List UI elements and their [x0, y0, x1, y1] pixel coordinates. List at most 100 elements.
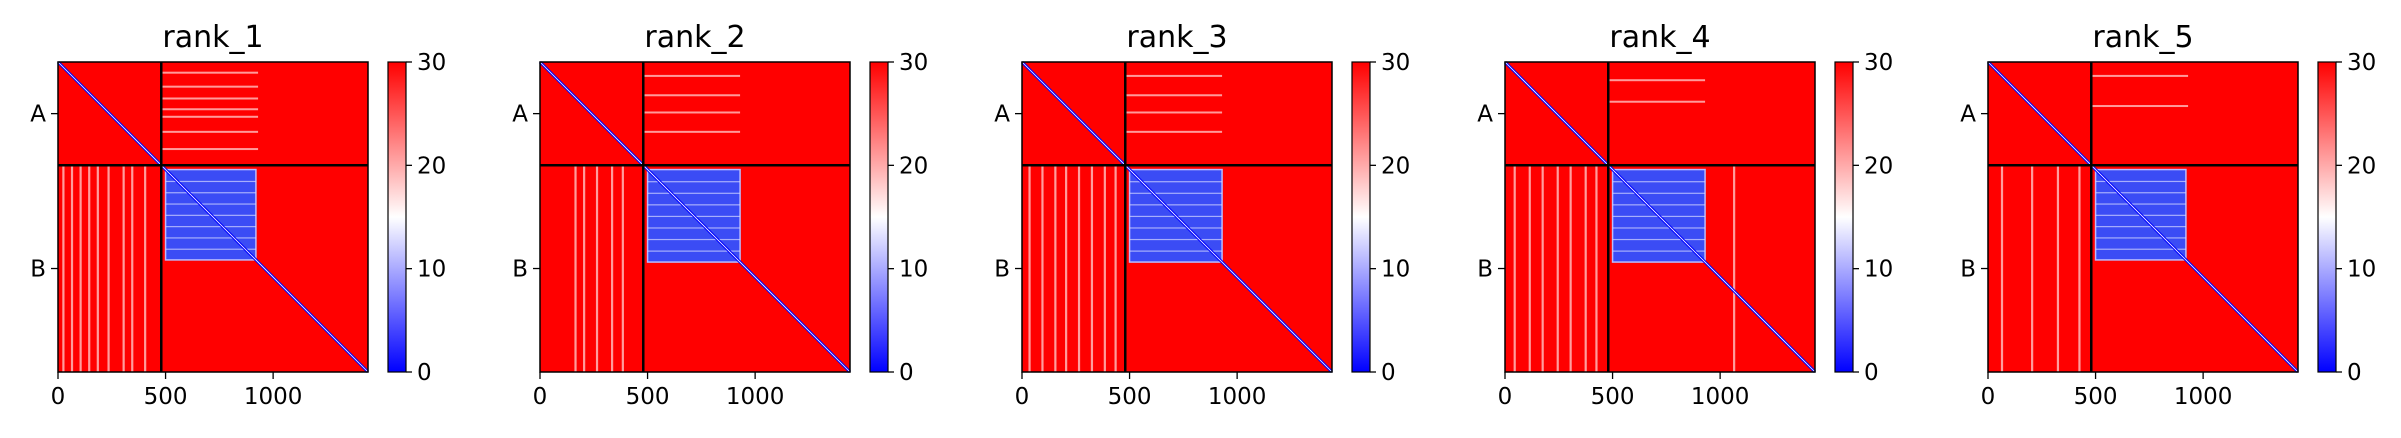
x-tick-label: 1000	[1691, 384, 1750, 410]
heatmap-stripe	[1584, 165, 1587, 372]
heatmap-diagonal-core	[57, 61, 369, 373]
heatmap-block-stripe	[1612, 250, 1706, 252]
heatmap-row-stripe	[161, 115, 259, 118]
heatmap-stripe	[1528, 165, 1531, 372]
colorbar-tick-label: 30	[1864, 50, 1893, 76]
colorbar-tick-label: 20	[417, 153, 446, 179]
colorbar-tick-label: 20	[899, 153, 928, 179]
panel-2: rank_2 0 500 1000 A B 0 10 20 30	[512, 20, 928, 410]
heatmap-row-stripe	[161, 97, 259, 100]
heatmap-row-stripe	[161, 108, 259, 111]
heatmap-stripe	[1077, 165, 1081, 372]
panel-title: rank_5	[2092, 20, 2193, 55]
heatmap-stripe	[1569, 165, 1572, 372]
heatmap-block-stripe	[2095, 180, 2186, 183]
heatmap-row-stripe	[161, 85, 259, 88]
x-tick-label: 0	[1981, 384, 1996, 410]
heatmap-row-stripe	[1608, 79, 1706, 82]
heatmap-block-stripe	[2095, 226, 2186, 228]
heatmap-stripe	[131, 165, 134, 372]
heatmap-row-stripe	[161, 148, 259, 151]
heatmap-row-stripe	[1125, 130, 1223, 133]
heatmap-stripe	[595, 165, 599, 372]
y-tick-label: A	[1960, 102, 1976, 128]
x-tick-label: 0	[51, 384, 66, 410]
x-tick-label: 500	[1108, 384, 1152, 410]
heatmap-stripe	[1541, 165, 1544, 372]
y-tick-label: B	[1960, 257, 1976, 283]
heatmap-block-stripe	[647, 238, 741, 241]
x-tick-label: 500	[2074, 384, 2118, 410]
y-tick-label: B	[994, 257, 1010, 283]
heatmap-block-stripe	[1129, 250, 1223, 252]
colorbar-tick-label: 10	[1381, 257, 1410, 283]
heatmap-block-stripe	[647, 227, 741, 229]
heatmap-block-stripe	[1612, 192, 1706, 194]
heatmap-block-stripe	[2095, 237, 2186, 239]
heatmap-stripe	[79, 165, 82, 372]
heatmap-diagonal-core	[539, 61, 851, 373]
heatmap-stripe	[1595, 165, 1598, 372]
heatmap-block-stripe	[2095, 192, 2186, 194]
heatmap-stripe	[2078, 165, 2081, 372]
heatmap-stripe	[1065, 165, 1068, 372]
heatmap-block-stripe	[647, 181, 741, 183]
heatmap-block-stripe	[1612, 181, 1706, 183]
panel-5: rank_5 0 500 1000 A B 0 10 20 30	[1960, 20, 2376, 410]
colorbar-tick-label: 0	[1864, 360, 1879, 386]
colorbar-tick-label: 30	[417, 50, 446, 76]
heatmap-stripe	[1556, 165, 1559, 372]
heatmap-row-stripe	[1125, 74, 1223, 77]
colorbar	[1351, 61, 1371, 373]
heatmap-stripe	[583, 165, 586, 372]
colorbar-tick-label: 10	[1864, 257, 1893, 283]
colorbar-tick-label: 30	[2347, 50, 2376, 76]
colorbar	[1834, 61, 1854, 373]
y-tick-label: B	[512, 257, 528, 283]
heatmap-block-stripe	[1612, 204, 1706, 206]
heatmap-row-stripe	[643, 94, 741, 97]
heatmap-row-stripe	[1125, 94, 1223, 97]
colorbar-tick-label: 20	[1864, 153, 1893, 179]
panel-title: rank_3	[1126, 20, 1227, 55]
heatmap-row-stripe	[2091, 74, 2189, 77]
axes-frame	[1021, 61, 1333, 373]
colorbar	[2317, 61, 2337, 373]
panel-title: rank_2	[644, 20, 745, 55]
colorbar-tick-label: 0	[417, 360, 432, 386]
heatmap-block-stripe	[2095, 203, 2186, 205]
heatmap-block-stripe	[1129, 227, 1223, 229]
heatmap-block-stripe	[165, 226, 256, 228]
heatmap-stripe	[1054, 165, 1057, 372]
heatmap-stripe	[2031, 165, 2034, 372]
y-tick-label: A	[30, 102, 46, 128]
heatmap-block-stripe	[1129, 192, 1223, 194]
colorbar-tick-label: 0	[899, 360, 914, 386]
colorbar-tick-label: 10	[899, 257, 928, 283]
heatmap-diagonal-core	[1021, 61, 1333, 373]
heatmap-diagonal-core	[1504, 61, 1816, 373]
panel-4: rank_4 0 500 1000 A B 0 10 20 30	[1477, 20, 1893, 410]
heatmap-block-stripe	[1612, 238, 1706, 241]
heatmap-row-stripe	[1125, 111, 1223, 114]
colorbar-tick-label: 20	[2347, 153, 2376, 179]
y-tick-label: B	[1477, 257, 1493, 283]
heatmap-block-stripe	[647, 204, 741, 206]
heatmap-stripe	[621, 165, 624, 372]
heatmap-diagonal-core	[1987, 61, 2299, 373]
heatmap-stripe	[2056, 165, 2060, 372]
x-tick-label: 500	[626, 384, 670, 410]
axes-frame	[57, 61, 369, 373]
colorbar-tick-label: 10	[417, 257, 446, 283]
colorbar-tick-label: 30	[1381, 50, 1410, 76]
colorbar	[869, 61, 889, 373]
panel-title: rank_1	[162, 20, 263, 55]
heatmap-block-stripe	[165, 180, 256, 183]
heatmap-block-stripe	[165, 203, 256, 205]
x-tick-label: 1000	[1208, 384, 1267, 410]
panel-title: rank_4	[1609, 20, 1710, 55]
heatmap-stripe	[62, 165, 65, 372]
heatmap-stripe	[1114, 165, 1117, 372]
heatmap-block-stripe	[1129, 181, 1223, 183]
colorbar-tick-label: 20	[1381, 153, 1410, 179]
